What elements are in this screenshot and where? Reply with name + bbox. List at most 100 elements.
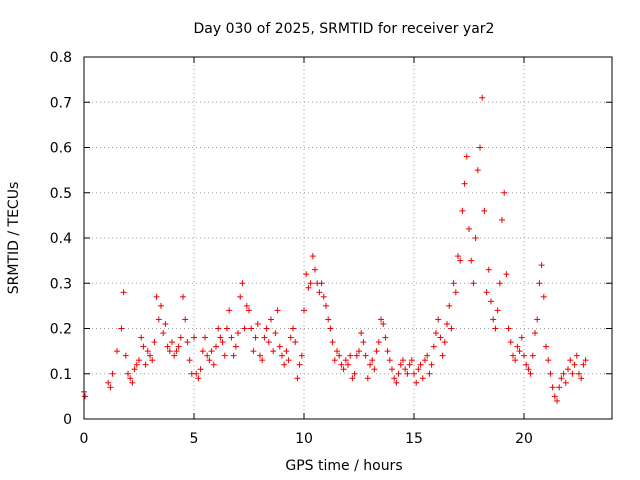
- data-point: [180, 293, 186, 300]
- data-point: [191, 334, 197, 341]
- data-point: [472, 235, 479, 241]
- x-tick-label: 0: [80, 431, 89, 447]
- grid-lines: [84, 57, 612, 419]
- data-point: [347, 352, 354, 359]
- data-point: [120, 289, 127, 296]
- data-point: [411, 370, 417, 377]
- data-point: [114, 348, 120, 355]
- data-point: [430, 343, 437, 350]
- data-point: [426, 370, 433, 377]
- data-point: [105, 379, 112, 386]
- data-point: [406, 361, 413, 368]
- data-point: [109, 370, 116, 377]
- data-point: [364, 375, 371, 382]
- data-point: [186, 357, 193, 364]
- data-point: [490, 316, 497, 323]
- data-point: [217, 334, 224, 341]
- data-point: [518, 334, 525, 341]
- x-tick-label: 20: [515, 431, 533, 447]
- data-point: [221, 352, 228, 359]
- data-point: [441, 339, 448, 346]
- data-point: [543, 343, 549, 350]
- data-point: [422, 357, 428, 364]
- data-point: [140, 343, 147, 350]
- data-point: [488, 298, 494, 305]
- y-tick-label: 0.2: [50, 322, 72, 338]
- data-point: [466, 225, 472, 232]
- data-point: [373, 348, 380, 355]
- data-point: [301, 307, 307, 314]
- data-point: [389, 366, 395, 373]
- data-point: [428, 361, 435, 368]
- data-point: [391, 375, 398, 382]
- data-point: [197, 366, 204, 373]
- data-point: [173, 348, 180, 355]
- data-point: [340, 366, 347, 373]
- data-point: [367, 361, 373, 368]
- data-point: [562, 379, 569, 386]
- data-point: [521, 352, 527, 359]
- data-point: [479, 94, 486, 101]
- data-point: [358, 330, 365, 337]
- data-point: [408, 357, 415, 364]
- data-point: [316, 289, 323, 296]
- data-point: [208, 348, 215, 355]
- data-point: [285, 357, 292, 364]
- data-point: [547, 370, 554, 377]
- x-tick-label: 15: [405, 431, 423, 447]
- data-point: [576, 370, 582, 377]
- data-point: [305, 284, 312, 291]
- data-point: [303, 271, 310, 278]
- data-point: [312, 266, 318, 273]
- data-point: [461, 180, 468, 187]
- data-point: [133, 361, 140, 368]
- data-point: [512, 357, 519, 364]
- data-point: [380, 320, 387, 327]
- data-point: [356, 348, 362, 355]
- data-point: [525, 366, 532, 373]
- data-point: [263, 325, 270, 332]
- data-point: [127, 375, 134, 382]
- y-tick-label: 0.5: [50, 186, 72, 202]
- data-point: [507, 339, 514, 346]
- data-point: [237, 293, 244, 300]
- data-point: [571, 361, 578, 368]
- data-point: [136, 357, 142, 364]
- data-point: [534, 316, 541, 323]
- data-point: [138, 334, 145, 341]
- data-point: [468, 257, 475, 264]
- data-point: [578, 375, 585, 382]
- data-point: [459, 207, 466, 214]
- data-point: [182, 316, 189, 323]
- data-point: [122, 352, 129, 359]
- x-tick-label: 10: [295, 431, 313, 447]
- data-point: [248, 325, 255, 332]
- data-point: [338, 361, 345, 368]
- data-point: [325, 316, 332, 323]
- data-point: [268, 316, 274, 323]
- data-point: [384, 348, 391, 355]
- data-point: [569, 370, 576, 377]
- data-points: [81, 94, 589, 404]
- data-point: [395, 370, 402, 377]
- data-point: [538, 262, 545, 269]
- data-point: [272, 330, 279, 337]
- data-point: [274, 307, 281, 314]
- data-point: [298, 352, 305, 359]
- data-point: [463, 153, 470, 160]
- data-point: [334, 348, 340, 355]
- data-point: [437, 334, 444, 341]
- data-point: [532, 330, 538, 337]
- axis-ticks: 0 0.1 0.2 0.3 0.4 0.5 0.6 0.7 0.8 0 5 10 15 20: [50, 50, 612, 447]
- data-point: [290, 325, 296, 332]
- data-point: [448, 325, 455, 332]
- data-point: [329, 339, 336, 346]
- data-point: [142, 361, 149, 368]
- data-point: [195, 375, 202, 382]
- data-point: [241, 325, 248, 332]
- data-point: [147, 352, 153, 359]
- data-point: [494, 307, 501, 314]
- data-point: [413, 379, 420, 386]
- data-point: [452, 289, 459, 296]
- data-point: [349, 375, 356, 382]
